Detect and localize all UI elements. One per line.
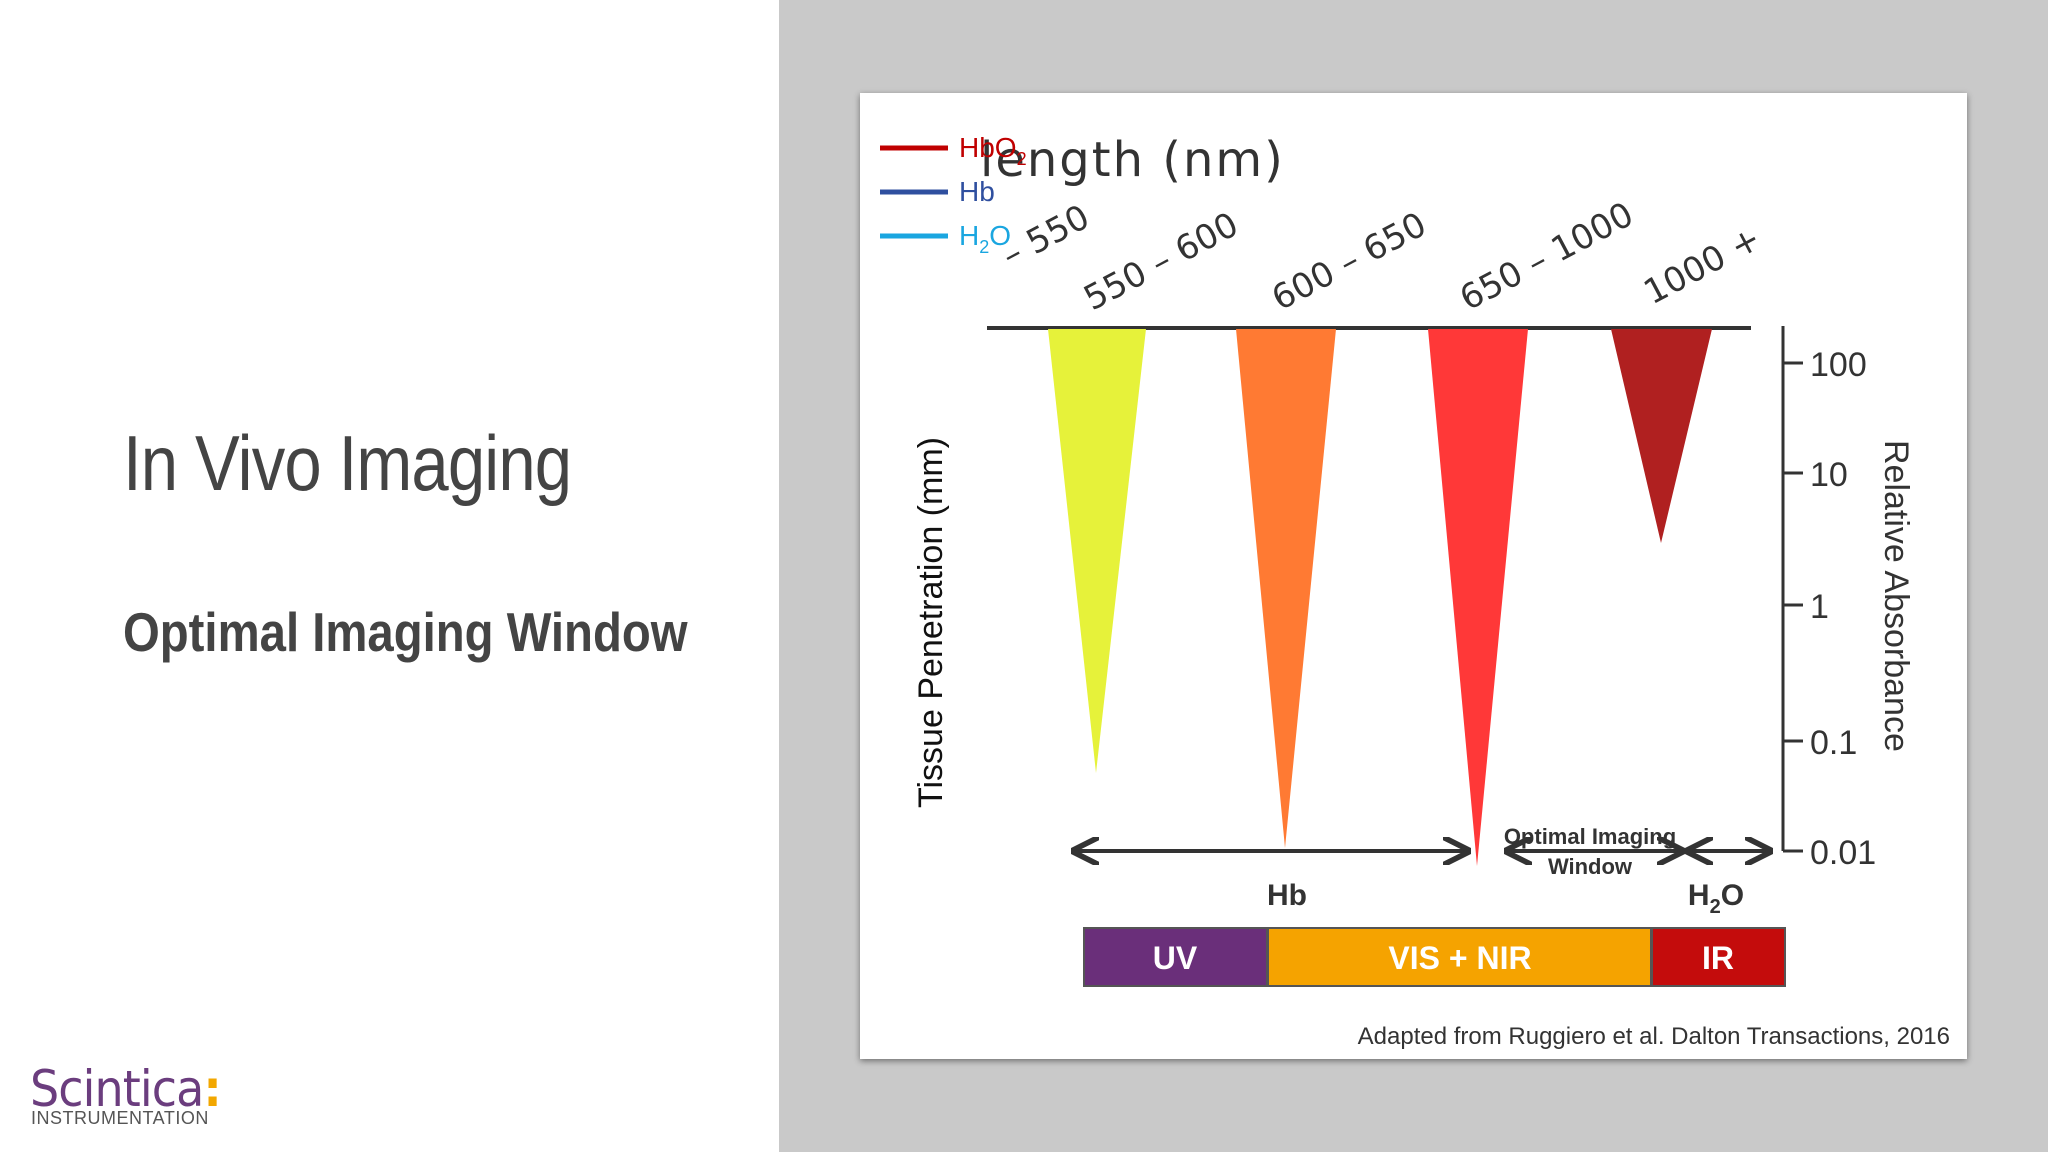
left-axis-label: Tissue Penetration (mm): [912, 437, 950, 808]
band-uv: [1083, 927, 1268, 987]
slide-title: In Vivo Imaging: [123, 419, 572, 507]
right-axis-label: Relative Absorbance: [1877, 440, 1915, 752]
right-axis: 100 10 1 0.1 0.01 Relative Absorbance: [1781, 326, 1915, 872]
tick-label-0-1: 0.1: [1810, 724, 1857, 762]
slide-subtitle: Optimal Imaging Window: [123, 601, 688, 663]
wavelength-range-labels: – 550 550 – 600 600 – 650 650 – 1000 100…: [995, 194, 1767, 319]
left-panel: In Vivo Imaging Optimal Imaging Window S…: [0, 0, 779, 1152]
cone-550-600: [1236, 329, 1336, 848]
tick-label-10: 10: [1810, 456, 1848, 494]
figure-card: length (nm) HbO2 Hb H2O – 550 550 – 600 …: [860, 93, 1967, 1059]
range-label-1: – 550: [995, 197, 1096, 276]
range-label-5: 1000 +: [1637, 219, 1767, 313]
penetration-cones: [1048, 329, 1712, 866]
absorber-hb-label: Hb: [1267, 879, 1307, 912]
company-logo: Scintica:: [30, 1060, 222, 1118]
legend: HbO2 Hb H2O: [880, 132, 1027, 257]
legend-label-h2o: H2O: [959, 220, 1011, 257]
cone-600-650: [1428, 329, 1528, 866]
wavelength-header: length (nm): [980, 132, 1285, 188]
logo-colon: :: [203, 1060, 221, 1118]
absorber-h2o-label: H2O: [1688, 879, 1744, 918]
window-label-line1: Optimal Imaging: [1504, 824, 1676, 849]
spectrum-bands: [1083, 927, 1786, 987]
band-label-uv: UV: [1153, 940, 1198, 976]
band-label-ir: IR: [1702, 940, 1734, 976]
band-vis-nir: [1267, 927, 1652, 987]
range-label-3: 600 – 650: [1265, 205, 1432, 319]
tick-label-0-01: 0.01: [1810, 834, 1876, 872]
band-ir: [1651, 927, 1786, 987]
range-label-2: 550 – 600: [1077, 205, 1244, 319]
logo-tagline: INSTRUMENTATION: [31, 1108, 209, 1128]
penetration-diagram: length (nm) HbO2 Hb H2O – 550 550 – 600 …: [880, 132, 1950, 1050]
band-label-vis-nir: VIS + NIR: [1388, 940, 1531, 976]
figure-citation: Adapted from Ruggiero et al. Dalton Tran…: [1358, 1023, 1950, 1050]
tick-label-100: 100: [1810, 346, 1867, 384]
legend-label-hbo2: HbO2: [959, 132, 1027, 169]
window-label-line2: Window: [1548, 854, 1633, 879]
logo-name: Scintica: [30, 1060, 204, 1118]
range-label-4: 650 – 1000: [1453, 194, 1640, 319]
tick-label-1: 1: [1810, 588, 1829, 626]
cone-under-550: [1048, 329, 1146, 773]
legend-label-hb: Hb: [959, 176, 995, 207]
cone-650-1000: [1611, 329, 1712, 543]
